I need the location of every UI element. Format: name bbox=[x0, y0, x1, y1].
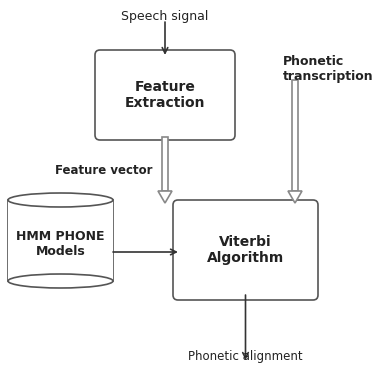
Bar bbox=[162, 137, 168, 191]
Text: Viterbi
Algorithm: Viterbi Algorithm bbox=[207, 235, 284, 265]
FancyBboxPatch shape bbox=[95, 50, 235, 140]
Bar bbox=[8, 200, 113, 281]
Polygon shape bbox=[288, 191, 302, 203]
Text: Feature vector: Feature vector bbox=[55, 164, 153, 176]
Text: Phonetic alignment: Phonetic alignment bbox=[188, 350, 303, 363]
Text: HMM PHONE
Models: HMM PHONE Models bbox=[16, 230, 105, 258]
Ellipse shape bbox=[8, 274, 113, 288]
Ellipse shape bbox=[8, 193, 113, 207]
Text: Phonetic
transcription: Phonetic transcription bbox=[283, 55, 374, 83]
Bar bbox=[292, 80, 298, 191]
Text: Feature
Extraction: Feature Extraction bbox=[125, 80, 205, 110]
FancyBboxPatch shape bbox=[173, 200, 318, 300]
Text: Speech signal: Speech signal bbox=[121, 10, 209, 23]
Polygon shape bbox=[158, 191, 172, 203]
